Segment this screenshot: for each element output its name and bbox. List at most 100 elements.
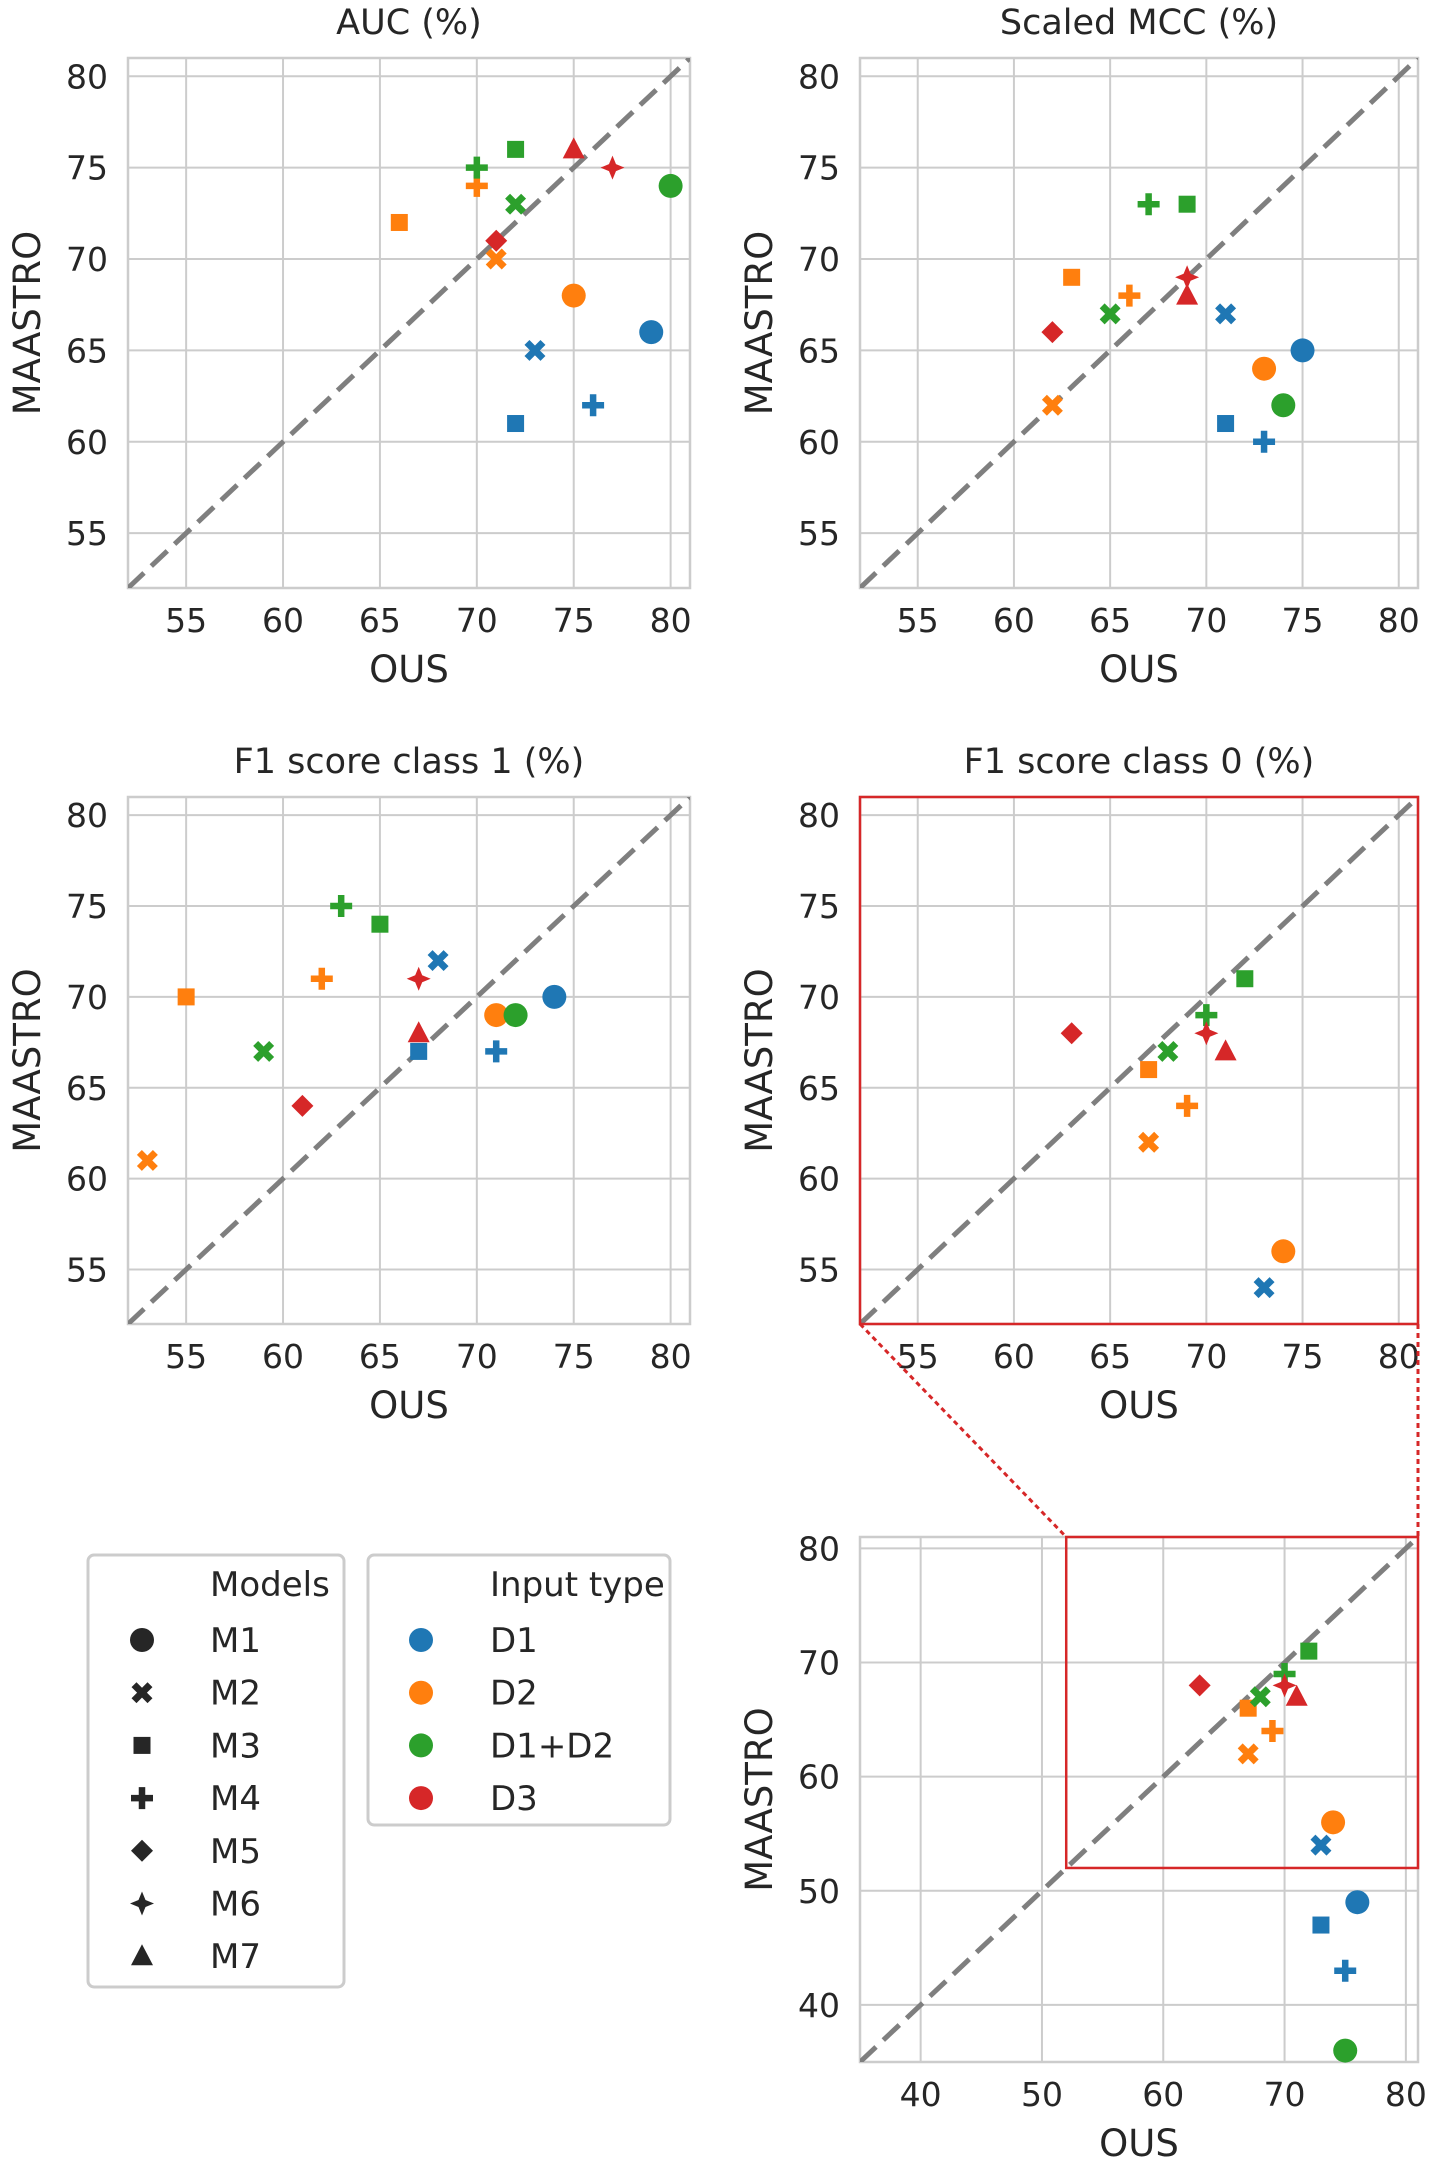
- x-axis-label: OUS: [1099, 648, 1179, 691]
- point-m1-d1-d2: [503, 1003, 528, 1028]
- point-m2-d1-d2: [253, 1040, 275, 1062]
- point-m2-d1-d2: [505, 193, 527, 215]
- point-m2-d1-d2: [1157, 1040, 1179, 1062]
- x-tick-label: 75: [1282, 601, 1324, 640]
- point-m3-d1-d2: [507, 140, 525, 158]
- point-m2-d2: [136, 1149, 158, 1171]
- point-m6-d3: [1272, 1673, 1297, 1698]
- y-axis-label: MAASTRO: [6, 231, 49, 416]
- x-tick-label: 55: [165, 601, 207, 640]
- point-m1-d2: [561, 283, 586, 308]
- point-m2-d2: [485, 248, 507, 270]
- y-tick-label: 80: [798, 57, 840, 96]
- scatter-panel-5: 40 50 60 70 80 40 50 60 70 80 OUS MAASTRO: [738, 1529, 1427, 2165]
- point-m3-d1-d2: [371, 915, 389, 933]
- point-m4-d2: [1118, 284, 1141, 307]
- y-axis-label: MAASTRO: [6, 968, 49, 1153]
- point-m7-d3: [1285, 1684, 1308, 1706]
- identity-line: [860, 58, 1418, 588]
- y-tick-label: 40: [798, 1986, 840, 2025]
- y-tick-label: 65: [798, 1069, 840, 1108]
- y-tick-label: 80: [66, 796, 108, 835]
- x-tick-label: 75: [553, 1337, 595, 1376]
- point-m2-d1: [1310, 1834, 1332, 1856]
- point-m4-d1: [1253, 430, 1276, 453]
- point-m3-d1: [410, 1042, 428, 1060]
- y-tick-label: 70: [66, 240, 108, 279]
- point-m1-d1-d2: [1333, 2038, 1358, 2063]
- point-m3-d1-d2: [1236, 970, 1254, 988]
- legend-input-label: D2: [490, 1674, 538, 1714]
- legend-color-d3: [409, 1786, 433, 1811]
- point-m1-d1-d2: [658, 173, 683, 198]
- point-m1-d2: [1252, 356, 1277, 381]
- y-axis-label: MAASTRO: [738, 231, 781, 416]
- panel-title: Scaled MCC (%): [1000, 3, 1278, 43]
- panel-title: AUC (%): [336, 3, 482, 43]
- y-tick-label: 80: [798, 1529, 840, 1568]
- legend-model-label: M1: [210, 1621, 261, 1661]
- point-m7-d3: [407, 1021, 430, 1043]
- y-tick-label: 60: [798, 1758, 840, 1797]
- point-m2-d1-d2: [1099, 303, 1121, 325]
- y-tick-label: 80: [798, 796, 840, 835]
- y-tick-label: 75: [66, 149, 108, 188]
- point-m1-d1: [1290, 338, 1315, 363]
- y-tick-label: 80: [66, 57, 108, 96]
- point-m4-d1: [582, 394, 605, 417]
- point-m1-d1: [542, 984, 567, 1009]
- point-m3-d2: [1063, 268, 1081, 286]
- y-axis-label: MAASTRO: [738, 968, 781, 1153]
- y-tick-label: 65: [66, 1069, 108, 1108]
- point-m1-d1-d2: [1271, 393, 1296, 418]
- x-axis-label: OUS: [1099, 1384, 1179, 1427]
- point-m4-d2: [1261, 1720, 1284, 1743]
- point-m5-d3: [485, 229, 508, 252]
- x-tick-label: 60: [1142, 2075, 1184, 2114]
- x-tick-label: 80: [1378, 1337, 1420, 1376]
- x-tick-label: 80: [650, 601, 692, 640]
- x-axis-label: OUS: [369, 1384, 449, 1427]
- legend-models: Models M1 M2 M3 M4 M5 M6 M7: [86, 1553, 346, 1989]
- legend-input-label: D3: [490, 1779, 538, 1819]
- legend-model-label: M7: [210, 1937, 261, 1977]
- point-m3-d1: [1312, 1916, 1330, 1934]
- y-tick-label: 55: [798, 514, 840, 553]
- point-m2-d1: [524, 339, 546, 361]
- point-m2-d2: [1138, 1131, 1160, 1153]
- point-m3-d1: [507, 415, 525, 433]
- identity-line: [128, 58, 690, 588]
- point-m5-d3: [1060, 1022, 1083, 1045]
- y-tick-label: 55: [66, 514, 108, 553]
- x-tick-label: 50: [1021, 2075, 1063, 2114]
- zoom-source-box: [858, 795, 1420, 1326]
- x-tick-label: 65: [359, 601, 401, 640]
- point-m2-d2: [1237, 1743, 1259, 1765]
- y-tick-label: 70: [798, 978, 840, 1017]
- identity-line: [128, 797, 690, 1324]
- legend-input-type: Input type D1 D2 D1+D2 D3: [366, 1553, 672, 1827]
- point-m2-d1: [427, 950, 449, 972]
- point-m2-d1-d2: [1249, 1686, 1271, 1708]
- y-tick-label: 50: [798, 1872, 840, 1911]
- axes-frame: [126, 795, 692, 1326]
- axes-frame: [858, 56, 1420, 590]
- point-m4-d2: [1176, 1094, 1199, 1117]
- scatter-panel-1: 55 60 65 70 75 80 55 60 65 70 75 80 AUC (%) OUS MAASTR…: [6, 3, 692, 691]
- point-m4-d1-d2: [465, 156, 488, 179]
- y-tick-label: 60: [66, 423, 108, 462]
- x-axis-label: OUS: [369, 648, 449, 691]
- x-tick-label: 40: [900, 2075, 942, 2114]
- y-tick-label: 75: [66, 887, 108, 926]
- point-m1-d1: [1345, 1890, 1370, 1915]
- point-m4-d2: [310, 967, 333, 990]
- y-tick-label: 75: [798, 149, 840, 188]
- point-m6-d3: [600, 155, 625, 180]
- legend-color-d1-d2: [409, 1733, 433, 1758]
- point-m1-d2: [484, 1003, 509, 1028]
- x-tick-label: 70: [1185, 601, 1227, 640]
- legend-marker-m3: [133, 1736, 151, 1754]
- point-m5-d3: [1188, 1674, 1211, 1697]
- x-tick-label: 75: [553, 601, 595, 640]
- point-m4-d1: [485, 1040, 508, 1063]
